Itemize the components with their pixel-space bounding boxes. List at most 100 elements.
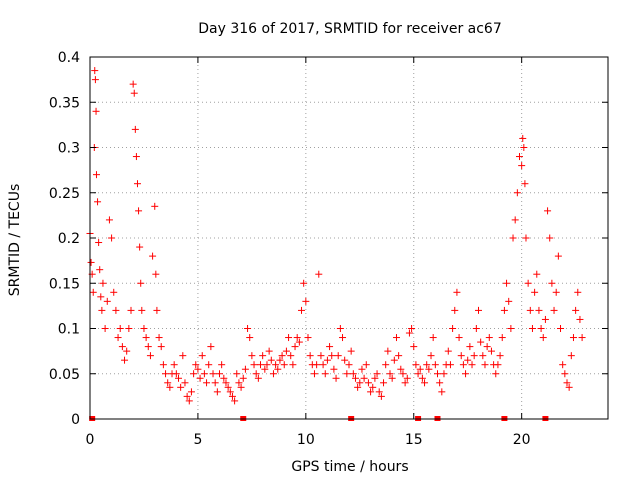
x-tick-label: 10 xyxy=(297,432,315,448)
y-tick-label: 0 xyxy=(71,412,80,428)
data-point xyxy=(544,207,552,215)
data-point xyxy=(97,293,105,301)
data-point xyxy=(481,361,489,369)
data-point xyxy=(356,379,364,387)
data-point xyxy=(421,379,429,387)
data-point xyxy=(259,352,267,360)
data-point xyxy=(138,306,146,314)
data-point xyxy=(509,234,517,242)
data-point xyxy=(468,361,476,369)
data-point xyxy=(203,379,211,387)
data-point xyxy=(485,334,493,342)
data-point xyxy=(431,361,439,369)
y-tick-label: 0.25 xyxy=(49,186,80,202)
data-point xyxy=(567,352,575,360)
data-point xyxy=(166,383,174,391)
axes: 0 0.05 0.1 0.15 0.2 0.25 0.3 0.35 0.4 0 5 10 15 20 xyxy=(49,50,608,448)
data-point xyxy=(354,383,362,391)
y-axis-label: SRMTID / TECUs xyxy=(7,184,23,297)
data-point xyxy=(137,279,145,287)
data-point xyxy=(216,370,223,378)
data-point xyxy=(116,325,124,332)
data-point xyxy=(164,379,172,387)
data-point xyxy=(574,288,582,296)
data-point xyxy=(101,325,109,332)
data-point xyxy=(194,365,202,373)
data-point xyxy=(464,356,472,364)
data-point xyxy=(185,397,193,405)
data-point xyxy=(503,279,511,287)
data-point xyxy=(554,252,562,260)
data-point xyxy=(446,361,454,369)
data-point xyxy=(287,352,295,360)
data-point xyxy=(362,361,370,369)
data-point xyxy=(369,383,377,391)
data-point xyxy=(477,338,485,346)
data-point xyxy=(519,134,527,142)
data-point xyxy=(157,343,165,351)
data-point xyxy=(302,297,310,305)
data-point xyxy=(455,334,463,342)
data-point xyxy=(140,325,148,332)
data-point xyxy=(405,329,413,337)
data-point xyxy=(360,374,368,382)
data-point xyxy=(423,361,431,369)
data-point xyxy=(237,383,245,391)
data-points xyxy=(86,67,586,405)
data-point xyxy=(127,306,135,314)
data-point xyxy=(526,306,534,314)
data-point xyxy=(105,216,113,224)
data-point xyxy=(496,352,504,360)
data-point xyxy=(170,361,178,369)
data-point xyxy=(252,370,260,378)
data-point xyxy=(220,374,228,382)
data-point xyxy=(569,334,577,342)
data-point xyxy=(108,234,116,242)
data-point xyxy=(146,352,154,360)
data-point xyxy=(328,352,336,360)
data-point xyxy=(310,370,318,378)
data-point xyxy=(390,356,398,364)
data-point xyxy=(319,361,327,369)
data-point xyxy=(535,306,543,314)
data-point xyxy=(172,370,180,378)
y-tick-label: 0.3 xyxy=(58,141,80,157)
data-point xyxy=(155,334,163,342)
data-point xyxy=(110,288,118,296)
data-point xyxy=(87,258,95,266)
data-point xyxy=(451,306,459,314)
data-point xyxy=(358,365,366,373)
data-point xyxy=(520,144,528,151)
data-point xyxy=(462,370,470,378)
x-tick-label: 0 xyxy=(86,432,95,448)
data-point xyxy=(132,153,140,161)
data-point xyxy=(516,153,524,161)
data-point xyxy=(285,334,293,342)
data-point xyxy=(304,334,312,342)
data-point xyxy=(276,356,284,364)
data-point xyxy=(438,388,446,396)
data-point xyxy=(94,198,102,206)
data-point xyxy=(91,76,99,84)
data-point xyxy=(375,388,383,396)
data-point xyxy=(349,370,357,378)
data-point xyxy=(537,325,545,332)
data-point xyxy=(408,325,416,332)
data-point xyxy=(561,370,569,378)
data-point xyxy=(209,370,217,378)
data-point xyxy=(334,352,342,360)
y-tick-label: 0.15 xyxy=(49,276,80,292)
data-point xyxy=(226,388,234,396)
data-point xyxy=(261,365,269,373)
data-point xyxy=(153,306,161,314)
data-point xyxy=(373,370,381,378)
data-point xyxy=(129,80,137,88)
data-point xyxy=(280,361,288,369)
data-point xyxy=(149,252,157,260)
data-point xyxy=(162,370,170,378)
data-point xyxy=(539,334,547,342)
data-point xyxy=(563,379,571,387)
data-point xyxy=(479,352,487,360)
data-point xyxy=(130,89,138,97)
data-point xyxy=(416,365,424,373)
